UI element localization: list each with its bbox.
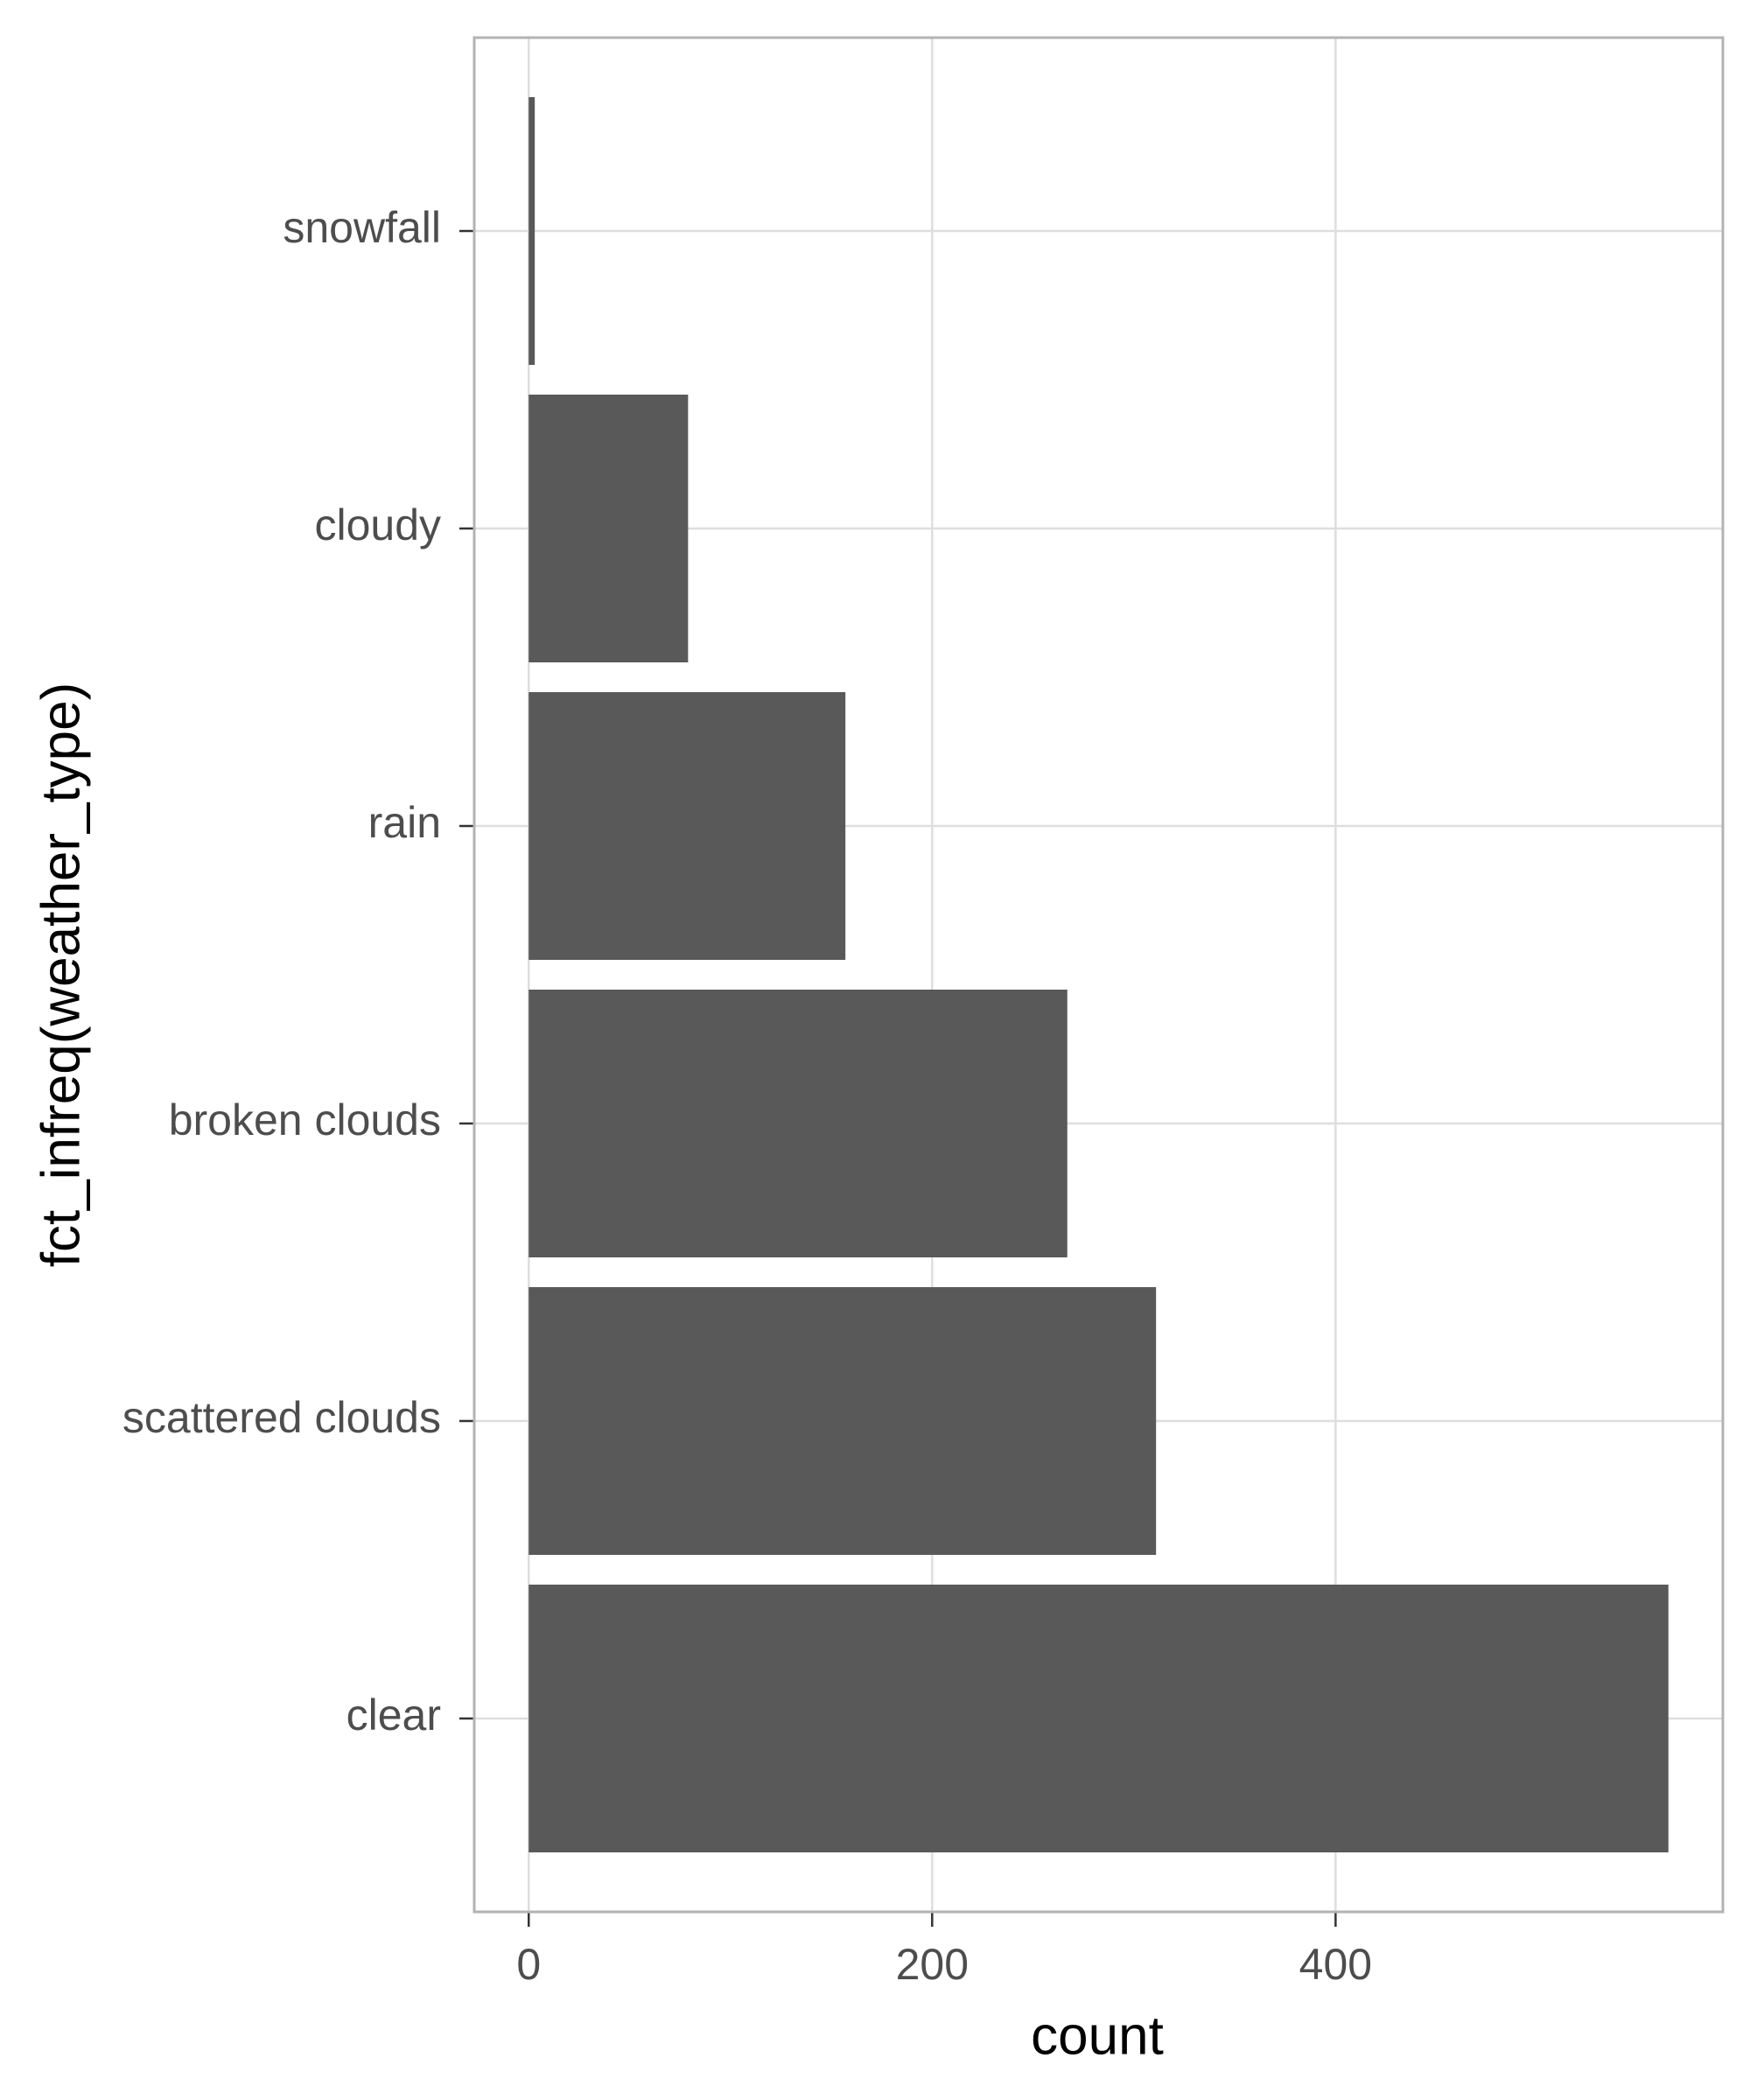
bar [528,1287,1157,1555]
y-tick-label: broken clouds [169,1096,441,1144]
y-tick-label: scattered clouds [122,1393,441,1442]
x-axis-title: count [1031,2006,1164,2066]
x-tick-label: 200 [896,1940,969,1989]
x-tick-label: 400 [1299,1940,1372,1989]
panel-border [472,36,1725,1914]
y-tick-label: clear [346,1690,441,1740]
y-tick-label: rain [368,798,441,847]
bar [528,1585,1669,1852]
y-tick-label: cloudy [314,500,441,550]
bar [528,395,689,662]
y-tick-label: snowfall [283,203,441,252]
bar [528,990,1068,1257]
bar [528,692,846,960]
bar [528,97,536,365]
y-axis-title: fct_infreq(weather_type) [31,682,91,1268]
x-tick-label: 0 [516,1940,541,1989]
